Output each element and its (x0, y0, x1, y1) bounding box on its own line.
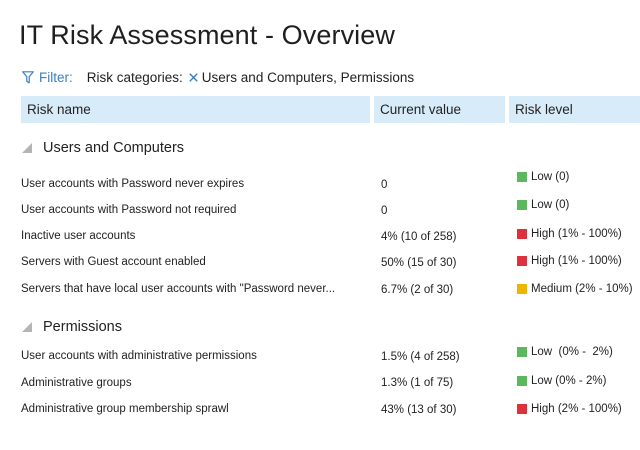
current-value: 1.5% (4 of 258) (381, 351, 460, 363)
risk-level: High (1% - 100%) (517, 228, 622, 240)
current-value: 43% (13 of 30) (381, 404, 457, 416)
risk-level: Medium (2% - 10%) (517, 283, 633, 295)
group-header-users-and-computers[interactable]: Users and Computers (22, 139, 184, 157)
current-value: 1.3% (1 of 75) (381, 377, 454, 389)
collapse-triangle-icon[interactable] (22, 143, 32, 153)
risk-name[interactable]: User accounts with Password not required (21, 204, 237, 216)
risk-level-label: Low (0) (531, 199, 570, 211)
column-header-risk-name[interactable]: Risk name (21, 96, 370, 123)
risk-level: High (1% - 100%) (517, 255, 622, 267)
risk-name[interactable]: Servers that have local user accounts wi… (21, 283, 336, 295)
close-icon[interactable] (189, 72, 198, 82)
current-value: 6.7% (2 of 30) (381, 284, 454, 296)
risk-level-label: High (1% - 100%) (531, 228, 622, 240)
risk-name[interactable]: Administrative groups (21, 377, 132, 389)
status-swatch (517, 256, 527, 266)
risk-level-label: Low (0% - 2%) (531, 346, 613, 358)
current-value: 0 (381, 205, 388, 217)
risk-name[interactable]: User accounts with Password never expire… (21, 178, 245, 190)
risk-level-label: Medium (2% - 10%) (531, 283, 633, 295)
collapse-triangle-icon[interactable] (22, 322, 32, 332)
page-title: IT Risk Assessment - Overview (19, 20, 395, 50)
status-swatch (517, 200, 527, 210)
column-header-risk-level[interactable]: Risk level (509, 96, 640, 123)
risk-level-label: High (2% - 100%) (531, 403, 622, 415)
risk-level-label: Low (0) (531, 171, 570, 183)
filter-label[interactable]: Filter: (39, 69, 73, 85)
column-header-current-value[interactable]: Current value (374, 96, 505, 123)
risk-level-label: Low (0% - 2%) (531, 375, 607, 387)
group-header-permissions[interactable]: Permissions (22, 318, 122, 336)
group-label: Permissions (43, 319, 122, 335)
funnel-icon[interactable] (22, 70, 34, 84)
status-swatch (517, 404, 527, 414)
filter-category-label: Risk categories: (86, 69, 183, 85)
risk-level: High (2% - 100%) (517, 403, 622, 415)
current-value: 4% (10 of 258) (381, 231, 457, 243)
risk-level: Low (0% - 2%) (517, 346, 613, 358)
filter-bar: Filter: Risk categories: Users and Compu… (22, 69, 414, 85)
risk-level: Low (0) (517, 171, 569, 183)
current-value: 50% (15 of 30) (381, 257, 457, 269)
risk-level-label: High (1% - 100%) (531, 255, 622, 267)
status-swatch (517, 229, 527, 239)
status-swatch (517, 172, 527, 182)
status-swatch (517, 284, 527, 294)
risk-level: Low (0) (517, 199, 569, 211)
risk-level: Low (0% - 2%) (517, 375, 606, 387)
risk-name[interactable]: Administrative group membership sprawl (21, 403, 229, 415)
risk-name[interactable]: Inactive user accounts (21, 230, 136, 242)
status-swatch (517, 347, 527, 357)
status-swatch (517, 376, 527, 386)
filter-values: Users and Computers, Permissions (201, 69, 415, 85)
risk-name[interactable]: User accounts with administrative permis… (21, 350, 257, 362)
group-label: Users and Computers (43, 140, 185, 156)
risk-name[interactable]: Servers with Guest account enabled (21, 256, 206, 268)
current-value: 0 (381, 179, 388, 191)
